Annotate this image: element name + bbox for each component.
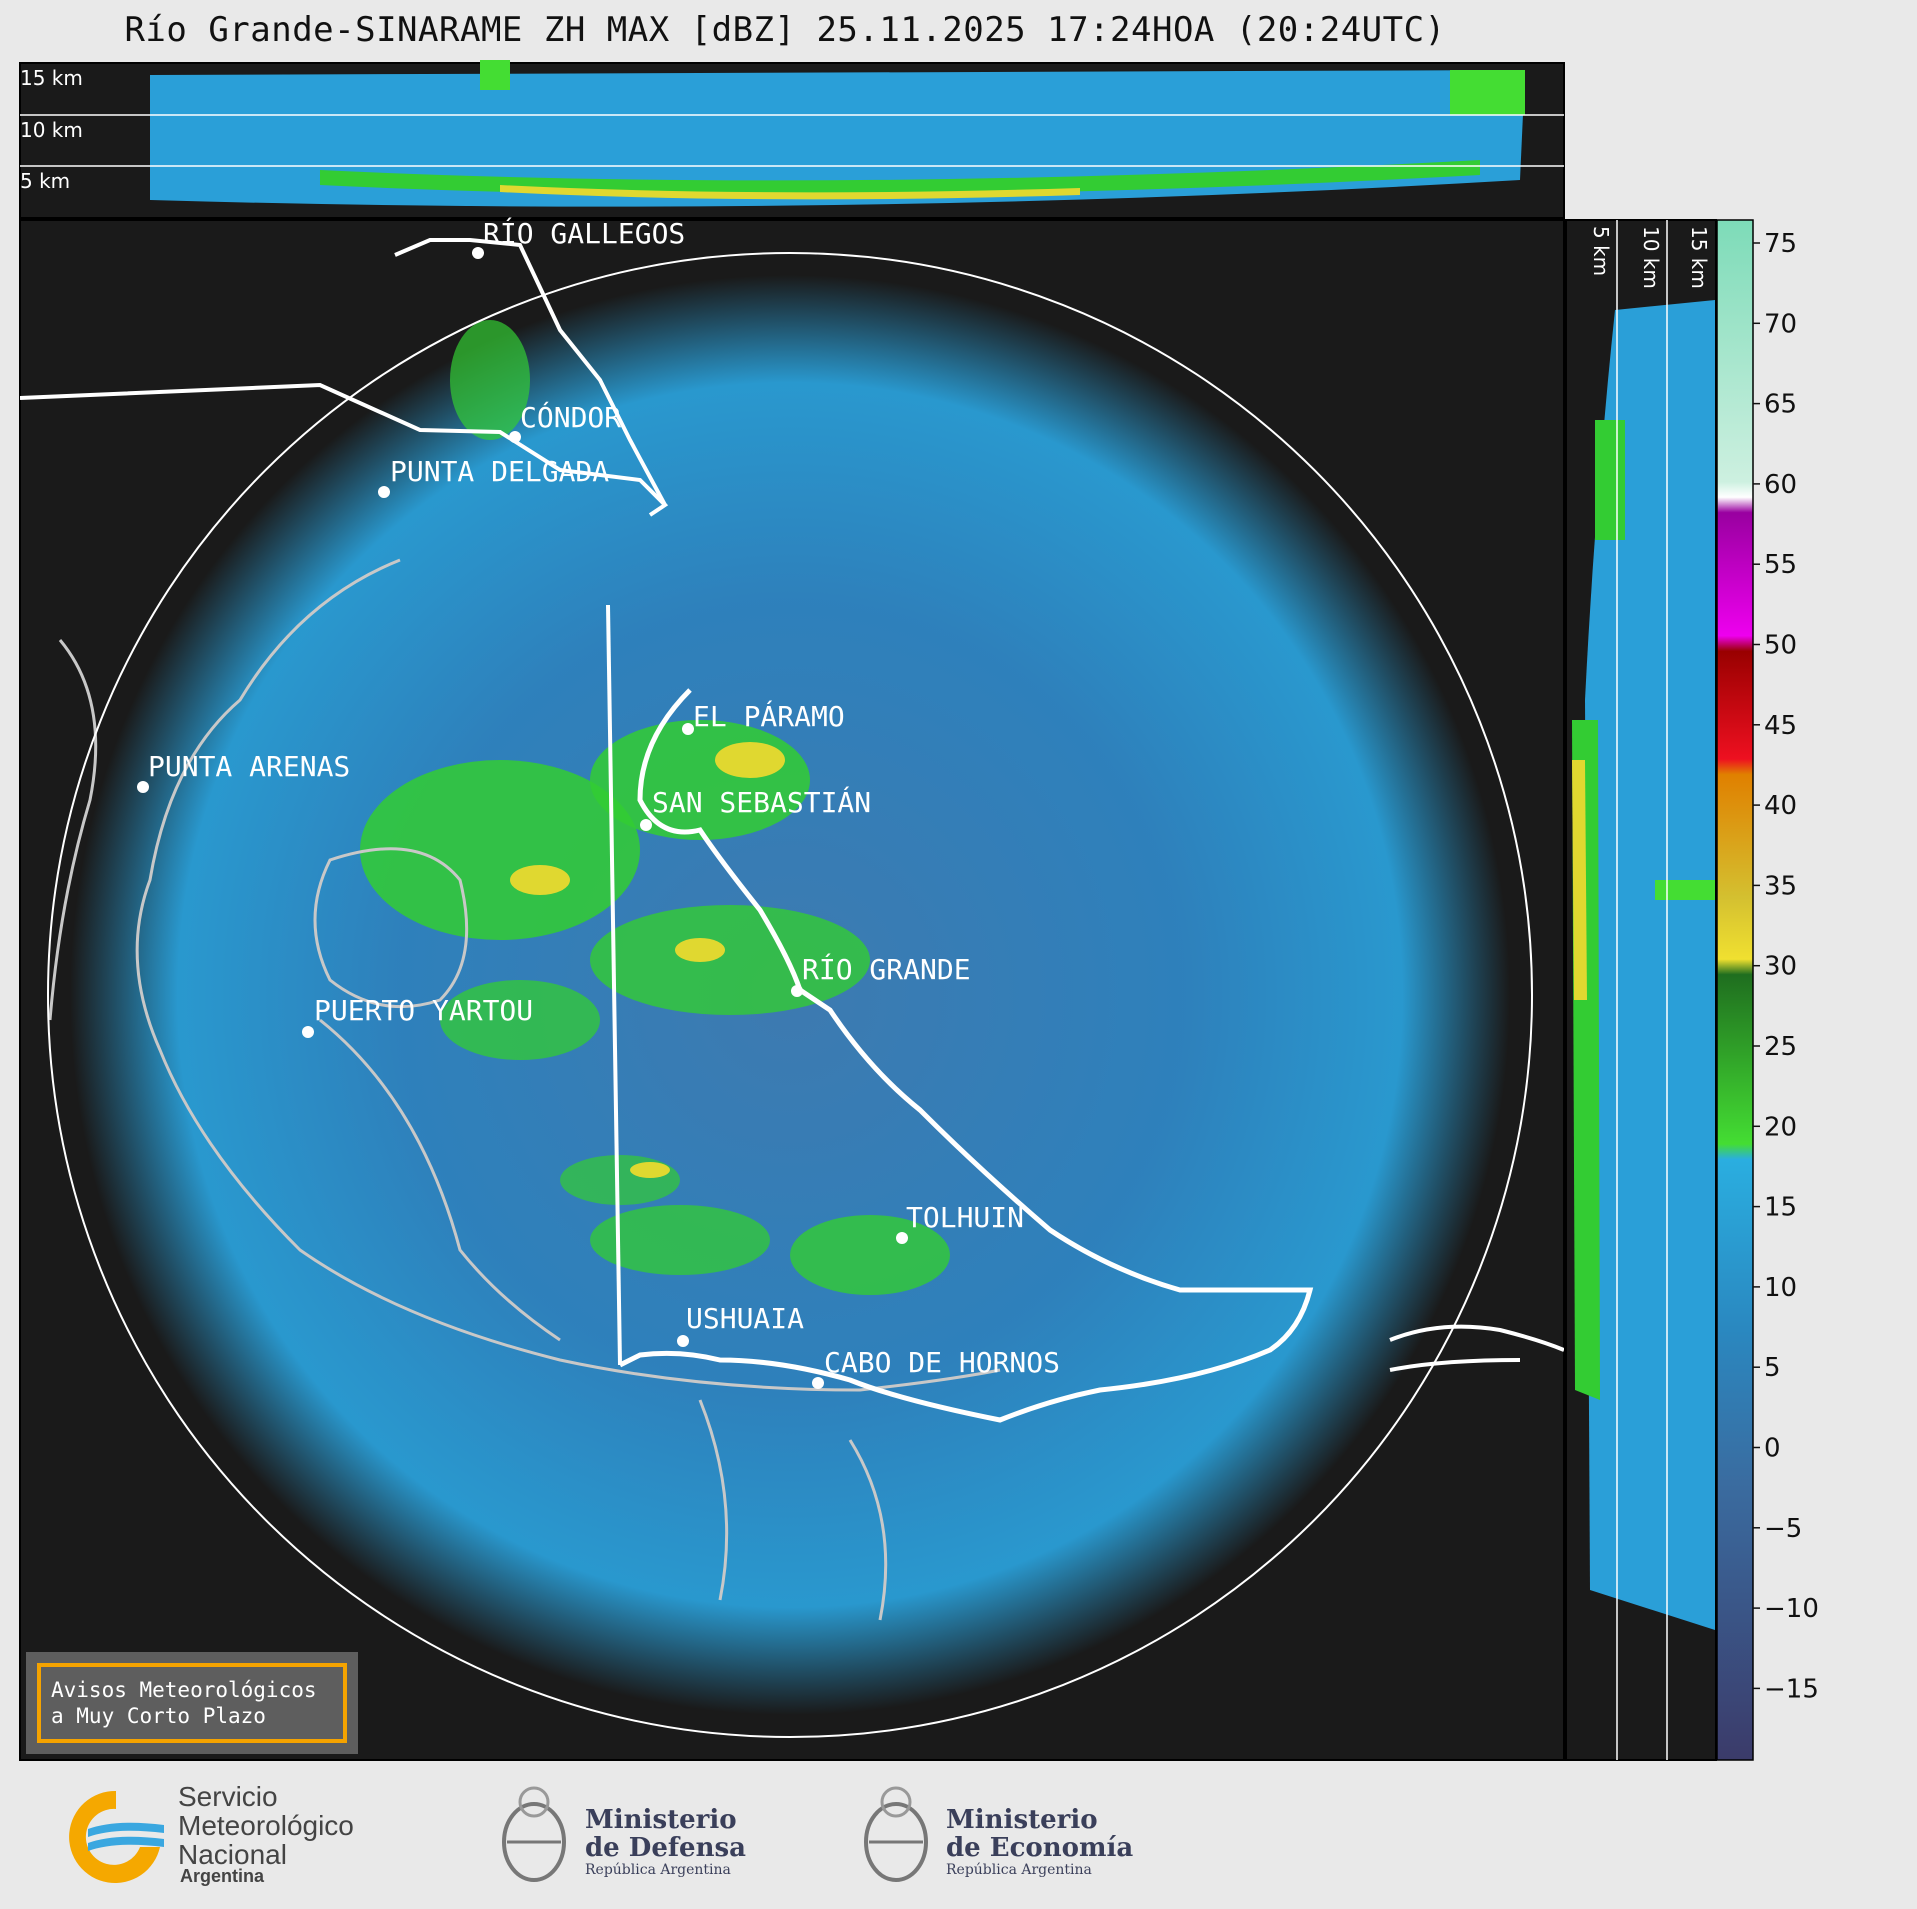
city-label-condor: CÓNDOR [520,400,621,434]
city-label-el-paramo: EL PÁRAMO [693,699,845,733]
city-label-punta-delgada: PUNTA DELGADA [390,455,609,488]
colorbar-tick-label: 10 [1764,1273,1797,1303]
side-km-label-5: 5 km [1589,226,1613,276]
colorbar-tick-label: 0 [1764,1434,1781,1464]
top-km-label-15: 15 km [20,66,83,90]
economia-shield-icon [864,1786,928,1882]
colorbar-tick-label: 25 [1764,1032,1797,1062]
smn-logo-text: Servicio Meteorológico Nacional [178,1781,354,1870]
colorbar-tick-label: −5 [1764,1514,1802,1544]
colorbar-tick-label: 55 [1764,550,1797,580]
colorbar-tick-label: 50 [1764,631,1797,661]
side-km-label-15: 15 km [1687,226,1711,289]
side-section-panel: 5 km 10 km 15 km [1565,219,1717,1761]
colorbar-tick-label: 70 [1764,309,1797,339]
colorbar-tick-label: 65 [1764,390,1797,420]
colorbar-tick-label: −10 [1764,1594,1819,1624]
colorbar-tick-label: 5 [1764,1353,1781,1383]
colorbar-tick-label: 45 [1764,711,1797,741]
defensa-shield-icon [502,1786,566,1882]
top-km-label-5: 5 km [20,169,70,193]
smn-logo-icon [69,1790,164,1883]
defensa-logo-text: Ministerio de Defensa República Argentin… [585,1805,746,1878]
radar-map-panel: RÍO GALLEGOS CÓNDOR PUNTA DELGADA PUNTA … [19,216,1565,1761]
colorbar-tick-label: 15 [1764,1193,1797,1223]
city-label-puerto-yartou: PUERTO YARTOU [314,994,533,1027]
colorbar-tick-label: 75 [1764,229,1797,259]
side-km-label-10: 10 km [1639,226,1663,289]
city-label-cabo-de-hornos: CABO DE HORNOS [824,1346,1060,1379]
page-title: Río Grande-SINARAME ZH MAX [dBZ] 25.11.2… [124,10,1446,50]
range-circle [47,252,1533,1738]
top-section-panel: 15 km 10 km 5 km [19,60,1565,219]
colorbar-tick-label: 30 [1764,952,1797,982]
colorbar-tick-label: 20 [1764,1112,1797,1142]
city-label-tolhuin: TOLHUIN [906,1201,1024,1234]
city-label-rio-gallegos: RÍO GALLEGOS [483,216,685,250]
city-label-rio-grande: RÍO GRANDE [802,952,971,986]
colorbar-tick-label: −15 [1764,1674,1819,1704]
city-markers: RÍO GALLEGOS CÓNDOR PUNTA DELGADA PUNTA … [137,216,1060,1389]
aviso-box[interactable]: Avisos Meteorológicos a Muy Corto Plazo [26,1652,358,1754]
economia-logo-text: Ministerio de Economía República Argenti… [946,1805,1134,1878]
colorbar-tick-label: 35 [1764,871,1797,901]
colorbar-tick-label: 40 [1764,791,1797,821]
city-label-ushuaia: USHUAIA [686,1302,804,1335]
echo-cell [360,760,640,940]
colorbar-tick-label: 60 [1764,470,1797,500]
aviso-text[interactable]: Avisos Meteorológicos a Muy Corto Plazo [37,1663,347,1743]
smn-logo-sub: Argentina [180,1866,265,1886]
top-km-label-10: 10 km [20,118,83,142]
city-label-san-sebastian: SAN SEBASTIÁN [652,785,871,819]
city-label-punta-arenas: PUNTA ARENAS [148,750,350,783]
